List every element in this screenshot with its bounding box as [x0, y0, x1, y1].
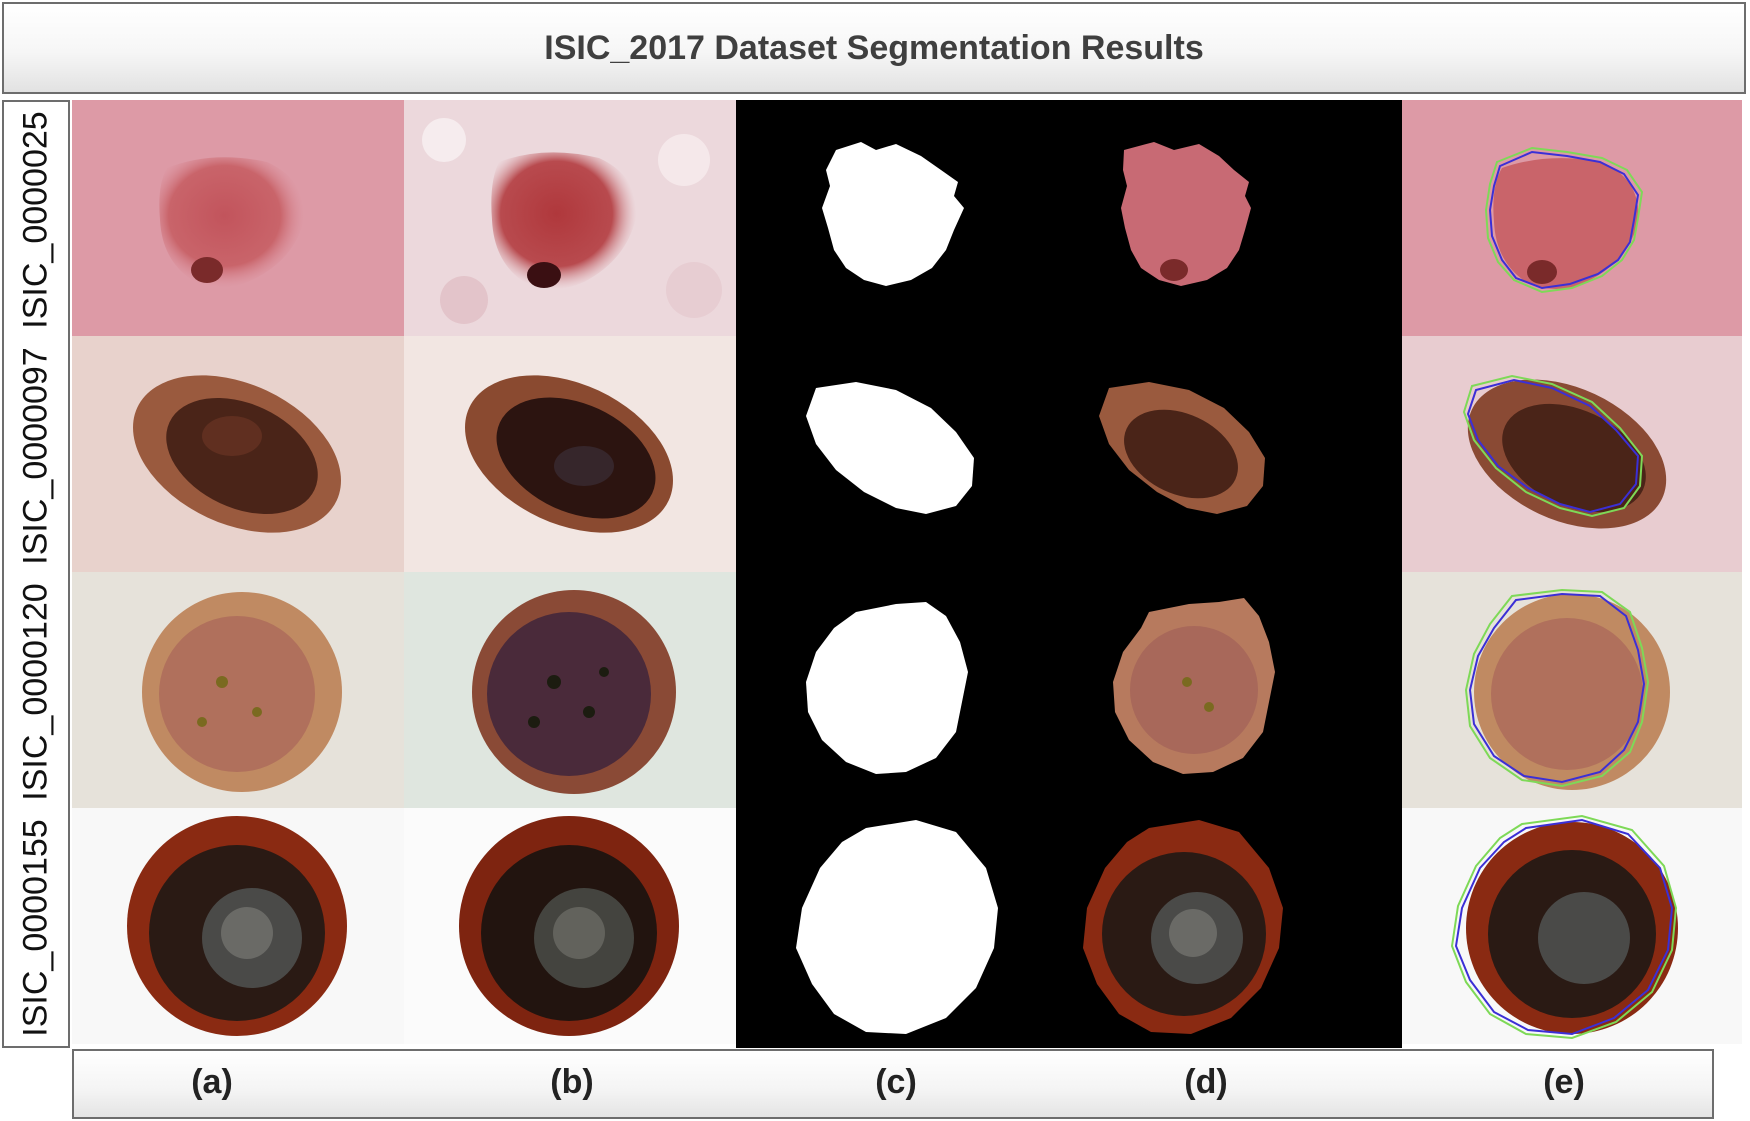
- column-label-a: (a): [191, 1063, 233, 1101]
- row4-contour-overlay: [1402, 808, 1742, 1044]
- row2-enhanced-image: [404, 336, 736, 572]
- row-labels-panel: ISIC_0000025 ISIC_0000097 ISIC_0000120 I…: [2, 100, 70, 1048]
- row1-original-image: [72, 100, 404, 336]
- row4-enhanced-image: [404, 808, 736, 1044]
- figure-title-bar: ISIC_2017 Dataset Segmentation Results: [2, 2, 1746, 94]
- column-label-c: (c): [875, 1063, 917, 1101]
- figure-title: ISIC_2017 Dataset Segmentation Results: [544, 28, 1204, 67]
- row2-segmented-lesion: [1069, 336, 1402, 572]
- image-grid: [72, 100, 1742, 1048]
- row-label-1: ISIC_0000025: [16, 111, 55, 329]
- row-label-3: ISIC_0000120: [16, 583, 55, 801]
- row3-segmentation-mask: [736, 572, 1069, 808]
- column-label-d: (d): [1184, 1063, 1228, 1101]
- row3-original-image: [72, 572, 404, 808]
- row4-original-image: [72, 808, 404, 1044]
- row1-contour-overlay: [1402, 100, 1742, 336]
- row2-contour-overlay: [1402, 336, 1742, 572]
- row-label-4: ISIC_0000155: [16, 819, 55, 1037]
- row3-enhanced-image: [404, 572, 736, 808]
- row4-segmentation-mask: [736, 808, 1069, 1044]
- row1-segmentation-mask: [736, 100, 1069, 336]
- row4-segmented-lesion: [1069, 808, 1402, 1044]
- row1-segmented-lesion: [1069, 100, 1402, 336]
- row3-segmented-lesion: [1069, 572, 1402, 808]
- row2-original-image: [72, 336, 404, 572]
- row3-contour-overlay: [1402, 572, 1742, 808]
- row2-segmentation-mask: [736, 336, 1069, 572]
- row-label-2: ISIC_0000097: [16, 347, 55, 565]
- column-label-b: (b): [550, 1063, 594, 1101]
- column-labels-bar: (a) (b) (c) (d) (e): [72, 1049, 1714, 1119]
- column-label-e: (e): [1543, 1063, 1585, 1101]
- row1-enhanced-image: [404, 100, 736, 336]
